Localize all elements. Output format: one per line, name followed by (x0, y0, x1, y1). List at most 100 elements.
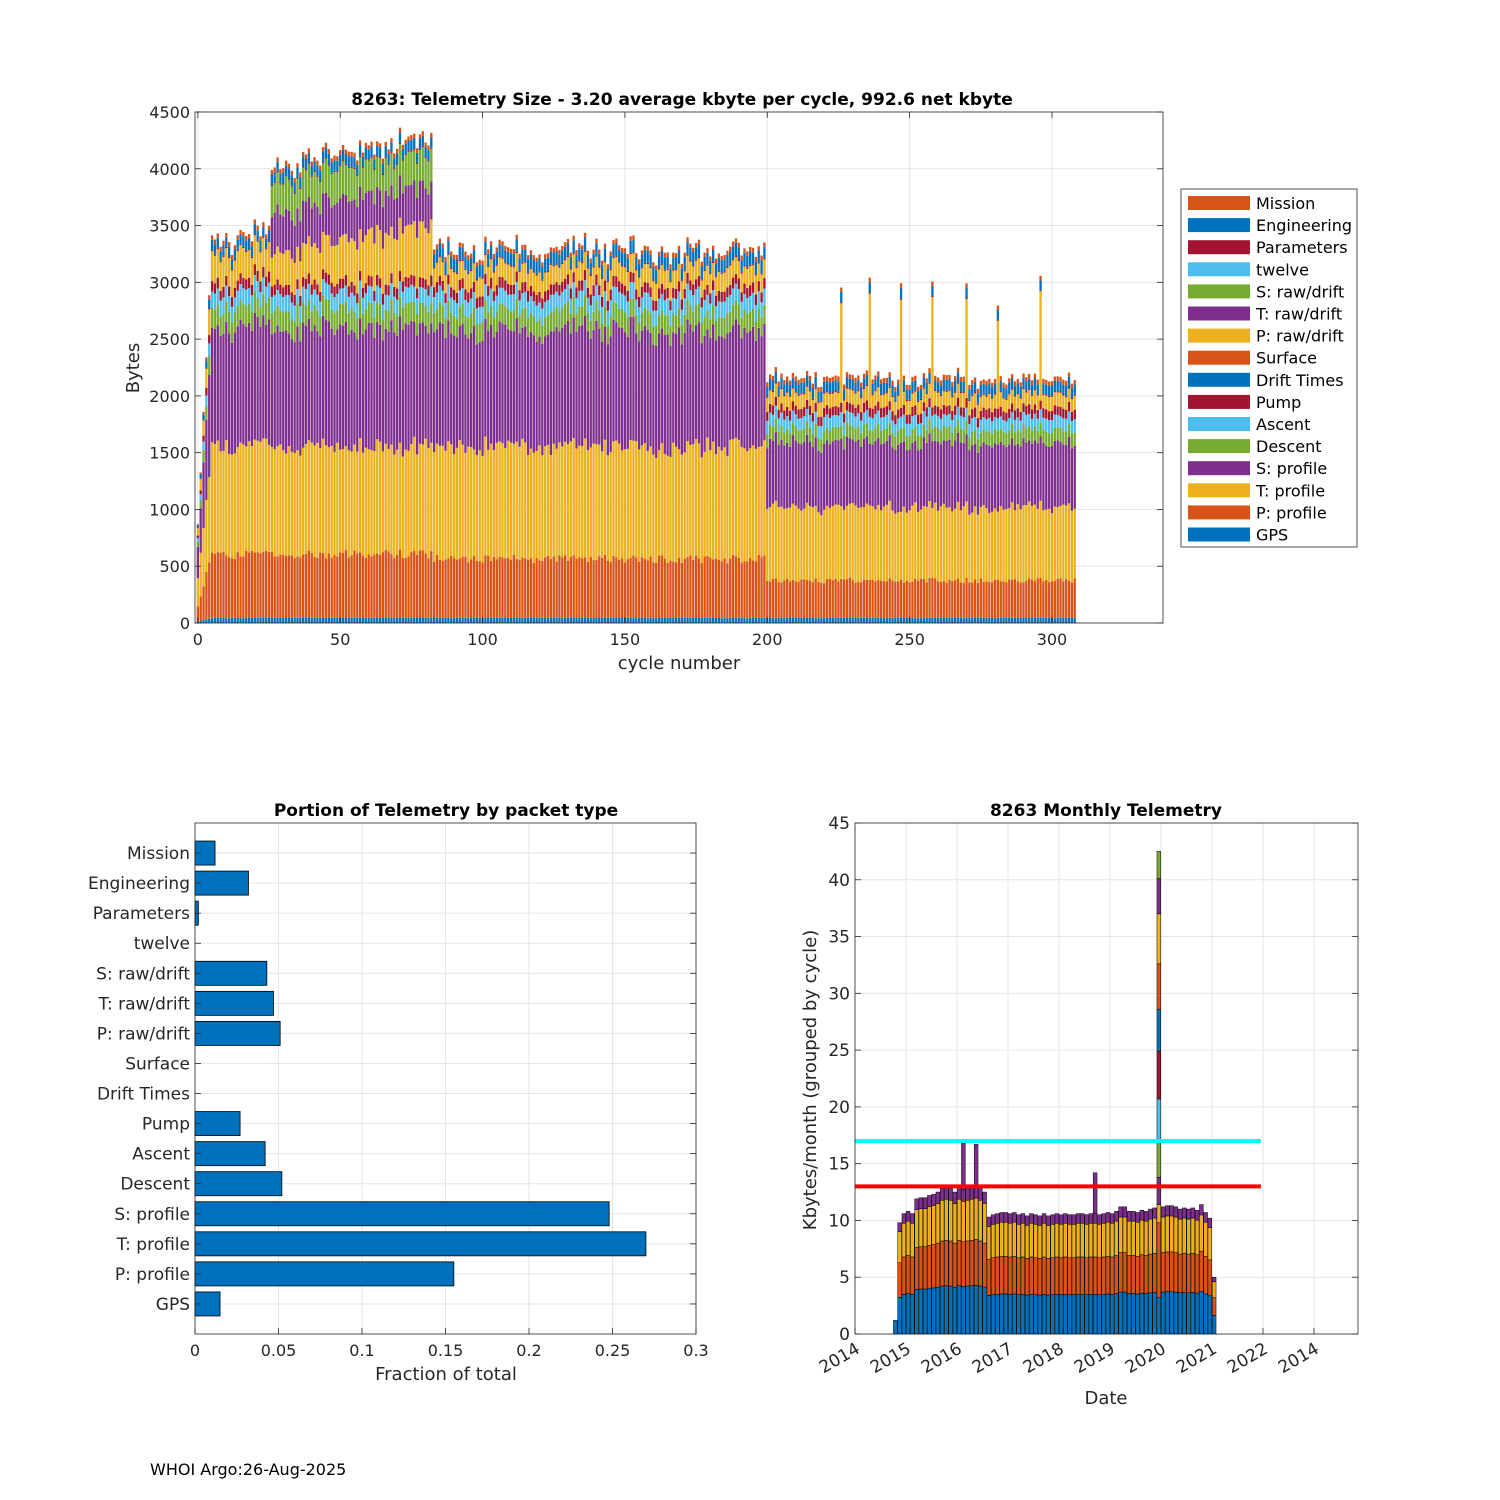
bar-segment (791, 580, 795, 618)
bar-segment (962, 583, 965, 619)
bar-segment (575, 297, 578, 314)
bar-segment (973, 392, 977, 394)
bar-segment (381, 248, 385, 294)
bar-segment (290, 555, 293, 618)
cycle-bar (253, 219, 256, 623)
bar-segment (788, 384, 792, 396)
bar-segment (791, 387, 795, 389)
bar-segment (438, 302, 442, 323)
bar-segment (851, 439, 854, 504)
bar-segment (922, 618, 926, 623)
bar-segment (535, 341, 538, 451)
bar-segment (395, 164, 399, 198)
bar-segment (999, 581, 1002, 618)
bar-segment (922, 579, 926, 619)
bar-segment (544, 291, 547, 302)
bar-segment (814, 505, 817, 579)
bar-segment (339, 164, 342, 166)
bar-segment (438, 243, 442, 257)
bar-segment (945, 507, 948, 583)
top-y-tick-label: 1500 (149, 444, 190, 463)
bar-segment (575, 313, 578, 332)
month-segment (1020, 1256, 1026, 1295)
bar-segment (600, 323, 604, 342)
bar-segment (743, 265, 746, 267)
bar-segment (726, 254, 729, 268)
cycle-bar (874, 375, 877, 623)
bar-segment (353, 167, 356, 170)
bar-segment (677, 327, 681, 450)
monthly-x-axis-label: Date (1084, 1388, 1127, 1409)
bar-segment (333, 160, 336, 171)
bar-segment (973, 617, 977, 623)
month-bar (1046, 1215, 1051, 1335)
bar-segment (199, 552, 202, 597)
month-bar (1165, 1205, 1170, 1335)
bar-segment (791, 388, 795, 402)
bar-segment (1053, 618, 1056, 623)
bar-segment (495, 295, 498, 312)
bar-segment (845, 410, 849, 423)
bar-segment (598, 267, 601, 286)
bar-segment (407, 556, 410, 619)
cycle-bar (384, 141, 387, 623)
bar-segment (1056, 381, 1059, 392)
cycle-bar (438, 238, 442, 623)
bar-segment (657, 256, 661, 269)
bar-segment (387, 618, 390, 623)
bar-segment (410, 135, 413, 140)
bar-segment (427, 617, 430, 623)
month-segment (1003, 1221, 1009, 1257)
cycle-bar (891, 380, 894, 623)
bar-segment (1067, 388, 1071, 403)
bar-segment (766, 580, 769, 619)
bar-segment (592, 285, 595, 297)
bar-segment (857, 380, 860, 391)
bar-segment (253, 552, 256, 618)
bar-segment (1050, 385, 1054, 396)
bar-segment (865, 374, 869, 385)
bar-segment (902, 414, 906, 428)
bar-segment (538, 336, 541, 446)
bar-segment (788, 396, 792, 411)
bar-segment (421, 444, 424, 551)
bar-segment (569, 556, 572, 619)
bar-segment (364, 293, 367, 309)
bar-segment (600, 557, 604, 618)
bar-segment (1025, 381, 1028, 392)
bar-segment (1022, 388, 1025, 390)
bar-segment (250, 330, 254, 447)
bar-segment (236, 326, 239, 448)
bar-segment (432, 562, 436, 618)
bar-segment (965, 617, 968, 623)
bar-segment (1047, 617, 1051, 623)
cycle-bar (276, 157, 279, 623)
bar-segment (914, 502, 917, 579)
month-segment (927, 1245, 932, 1289)
bar-segment (888, 500, 891, 579)
bar-segment (951, 397, 954, 411)
bar-segment (925, 393, 928, 395)
bar-segment (774, 618, 777, 623)
bar-segment (202, 420, 205, 436)
bar-segment (919, 400, 923, 414)
bar-segment (1070, 397, 1074, 400)
bar-segment (398, 132, 402, 143)
bar-segment (979, 410, 982, 420)
bar-segment (259, 240, 262, 252)
bar-segment (435, 244, 439, 250)
cycle-bar (902, 375, 906, 623)
cycle-bar (888, 372, 891, 623)
bar-segment (1010, 403, 1014, 413)
bar-segment (1053, 427, 1056, 442)
bar-segment (660, 442, 664, 556)
bar-segment (467, 260, 470, 274)
bar-segment (823, 430, 826, 444)
bar-segment (535, 558, 538, 619)
bar-segment (210, 327, 214, 443)
cycle-bar (683, 252, 686, 623)
bar-segment (834, 426, 837, 440)
bar-segment (401, 291, 405, 308)
bar-segment (478, 264, 481, 277)
bar-segment (330, 162, 333, 173)
